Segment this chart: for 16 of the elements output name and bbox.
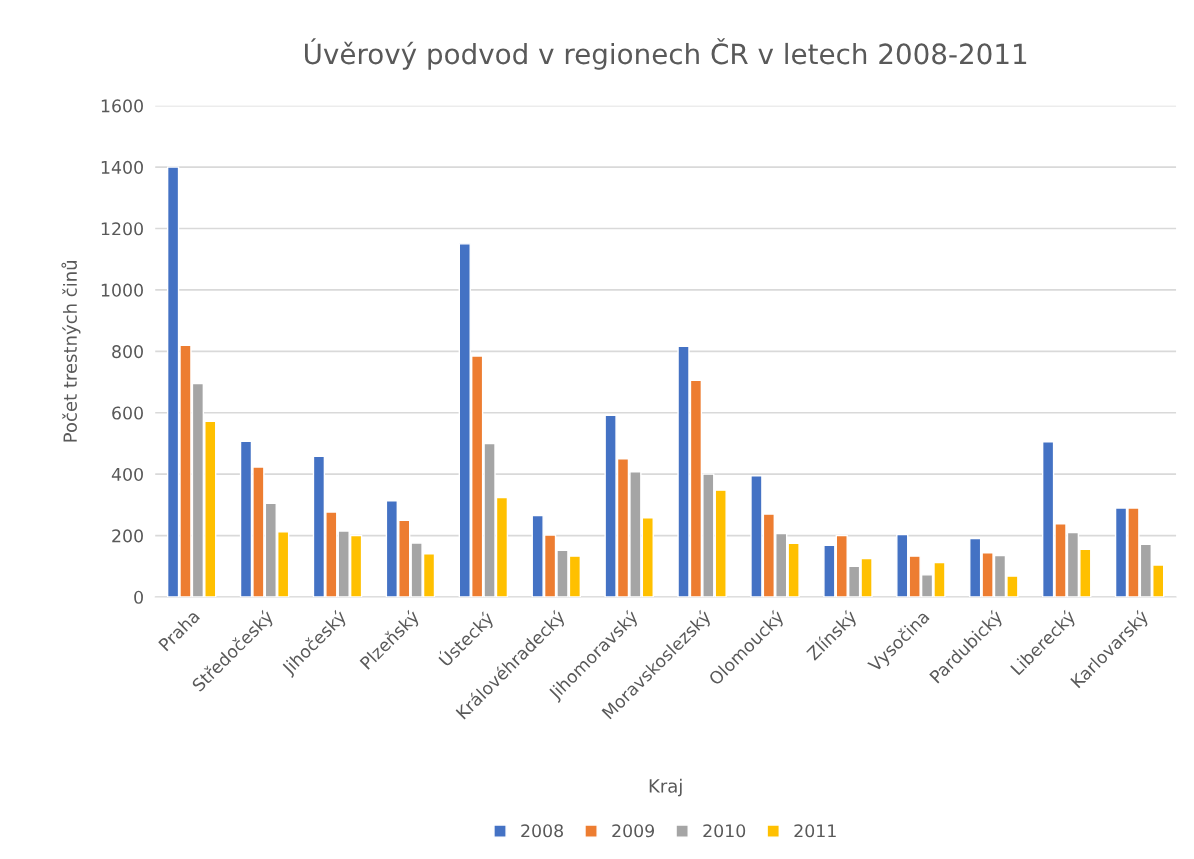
y-tick-label: 200 <box>112 529 143 543</box>
y-axis-title: Počet trestných činů <box>61 261 81 442</box>
legend-label: 2008 <box>521 824 563 838</box>
y-tick-label: 400 <box>111 467 143 482</box>
y-tick-label: 600 <box>112 406 143 420</box>
y-tick-label: 1200 <box>101 222 143 236</box>
legend-label: 2010 <box>703 824 746 838</box>
legend-label: 2009 <box>612 824 655 838</box>
y-tick-label: 0 <box>134 590 143 604</box>
y-tick-label: 1000 <box>101 283 143 297</box>
y-tick-label: 1600 <box>101 99 143 113</box>
chart-title: Úvěrový podvod v regionech ČR v letech 2008-2011 <box>305 38 1027 70</box>
y-tick-label: 1400 <box>101 160 143 174</box>
x-axis-title: Kraj <box>649 778 682 797</box>
legend-label: 2011 <box>794 824 836 838</box>
y-tick-label: 800 <box>112 345 143 359</box>
